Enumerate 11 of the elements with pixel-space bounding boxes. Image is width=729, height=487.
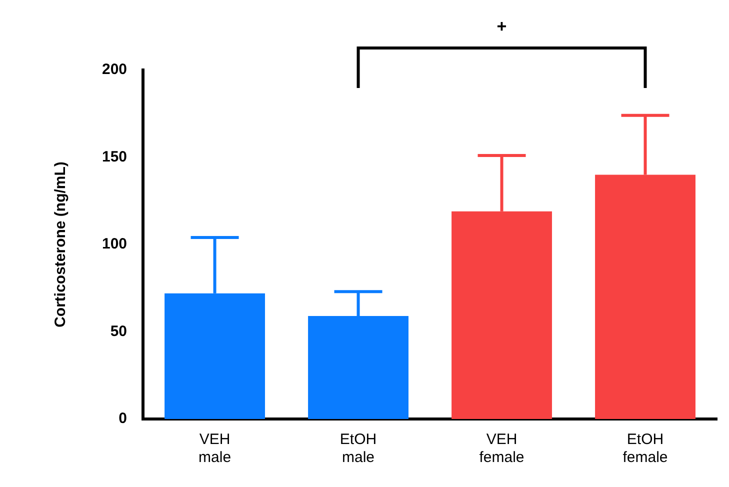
y-tick-label: 150 bbox=[102, 148, 128, 166]
y-tick-label: 100 bbox=[102, 236, 128, 253]
y-tick-label: 0 bbox=[118, 410, 128, 428]
x-tick-label: EtOH male bbox=[340, 431, 377, 466]
y-axis-title: Corticosterone (ng/mL) bbox=[52, 162, 70, 328]
x-tick-label: EtOH female bbox=[622, 431, 668, 466]
x-tick-label: VEH female bbox=[479, 431, 524, 466]
x-tick-label: VEH male bbox=[198, 431, 232, 466]
text: + bbox=[496, 17, 507, 36]
y-tick-label: 200 bbox=[102, 61, 128, 78]
y-tick-label: 50 bbox=[110, 322, 128, 340]
